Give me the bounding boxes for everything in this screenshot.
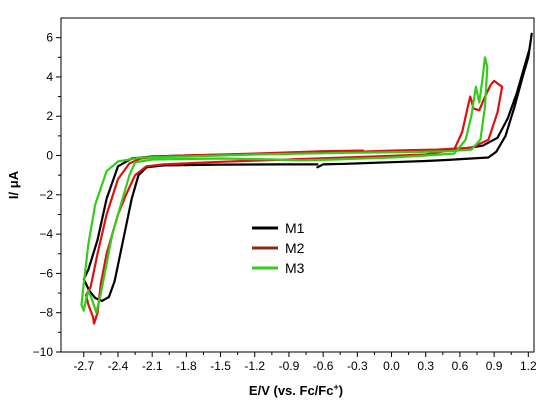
series-line-m1 xyxy=(82,32,533,302)
x-tick-label: 0.9 xyxy=(486,359,503,373)
x-axis-title: E/V (vs. Fc/Fc+) xyxy=(249,382,343,398)
y-tick-label: −2 xyxy=(39,188,53,202)
x-tick-label: -0.3 xyxy=(347,359,368,373)
x-tick-label: 0.3 xyxy=(417,359,434,373)
x-tick-label: 0.6 xyxy=(452,359,469,373)
y-axis-title: I/ μA xyxy=(6,170,21,199)
x-axis-ticks: -2.7 -2.4 -2.1 -1.8 -1.5 -1.2 -0.9 -0.6 -0.3 0.0 0… xyxy=(73,352,537,373)
x-tick-label: -0.6 xyxy=(313,359,334,373)
plot-frame xyxy=(60,17,535,353)
y-tick-label: 0 xyxy=(46,149,53,163)
series-line-m3 xyxy=(80,56,489,314)
x-tick-label: -2.4 xyxy=(108,359,129,373)
y-tick-label: −8 xyxy=(39,306,53,320)
x-tick-label: 1.2 xyxy=(520,359,537,373)
y-axis-ticks: −10 −8 −6 −4 −2 0 2 4 6 xyxy=(33,31,61,359)
series-line-m2 xyxy=(85,79,504,325)
x-tick-label: -2.7 xyxy=(73,359,94,373)
y-tick-label: −10 xyxy=(33,345,54,359)
legend-label-m2: M2 xyxy=(285,240,305,256)
y-tick-label: 4 xyxy=(46,70,53,84)
legend-label-m3: M3 xyxy=(285,260,305,276)
y-tick-label: 2 xyxy=(46,109,53,123)
x-tick-label: -2.1 xyxy=(142,359,163,373)
y-tick-label: −4 xyxy=(39,227,53,241)
x-tick-label: 0.0 xyxy=(383,359,400,373)
legend: M1 M2 M3 xyxy=(252,220,305,276)
x-tick-label: -1.8 xyxy=(176,359,197,373)
y-tick-label: 6 xyxy=(46,31,53,45)
series-layer xyxy=(80,32,533,325)
y-tick-label: −6 xyxy=(39,266,53,280)
legend-label-m1: M1 xyxy=(285,220,305,236)
x-tick-label: -1.5 xyxy=(210,359,231,373)
x-tick-label: -0.9 xyxy=(279,359,300,373)
x-tick-label: -1.2 xyxy=(244,359,265,373)
